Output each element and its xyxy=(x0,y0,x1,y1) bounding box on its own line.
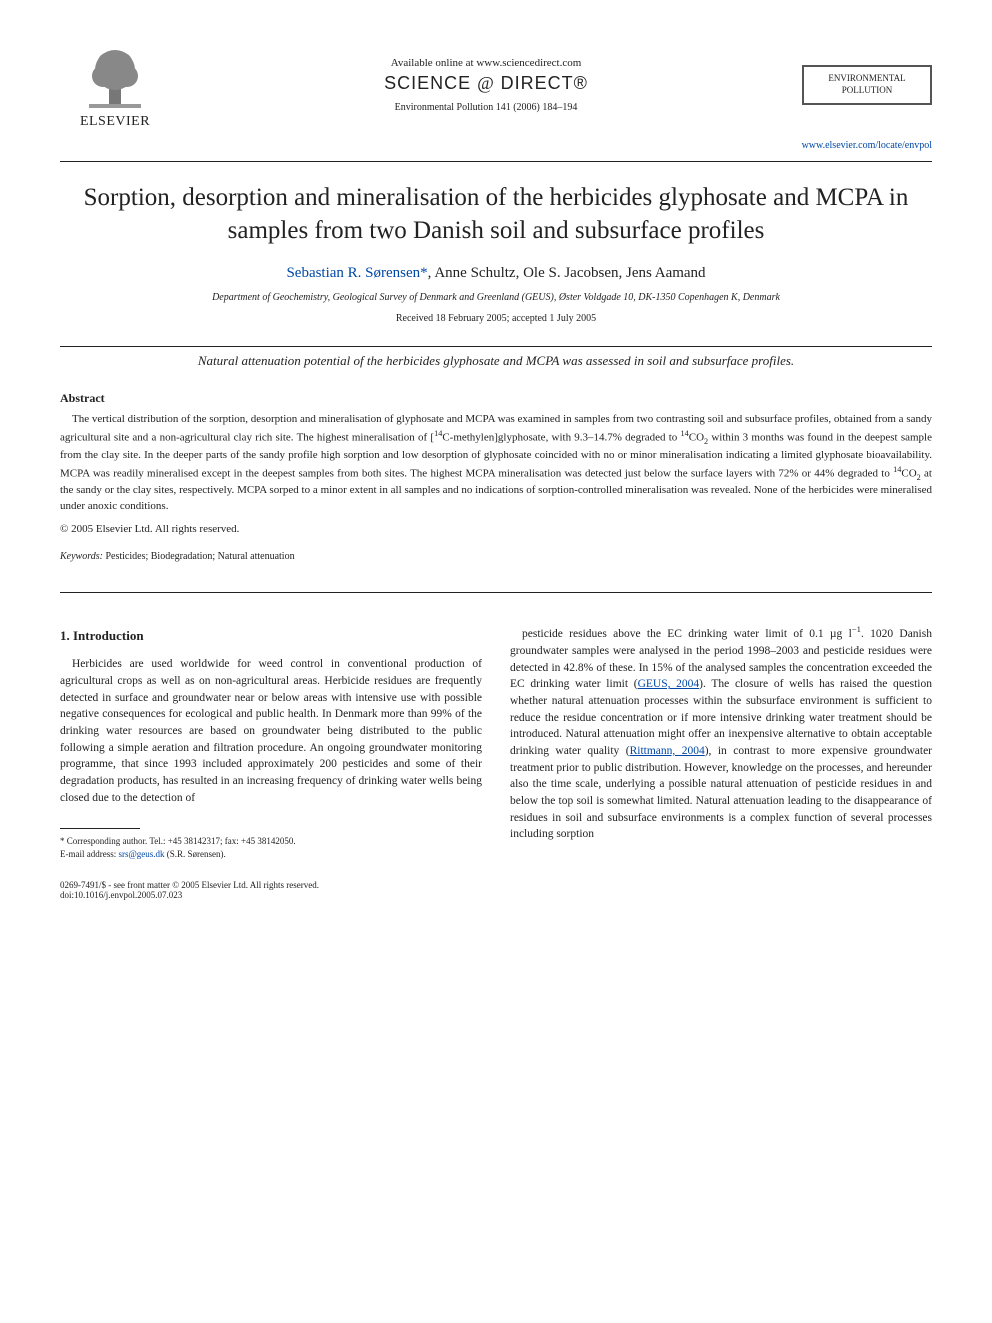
abstract-heading: Abstract xyxy=(60,391,932,406)
p2-sup: −1 xyxy=(852,624,861,634)
elsevier-tree-icon xyxy=(85,40,145,110)
rule-top xyxy=(60,161,932,162)
journal-logo-line1: ENVIRONMENTAL xyxy=(808,73,926,85)
citation-rittmann-2004[interactable]: Rittmann, 2004 xyxy=(630,745,705,757)
footer-copyright: 0269-7491/$ - see front matter © 2005 El… xyxy=(60,880,319,890)
rule-under-keywords xyxy=(60,592,932,593)
keywords-text: Pesticides; Biodegradation; Natural atte… xyxy=(105,551,294,562)
sd-right: DIRECT® xyxy=(501,73,588,93)
short-summary: Natural attenuation potential of the her… xyxy=(60,353,932,369)
two-column-body: 1. Introduction Herbicides are used worl… xyxy=(60,623,932,860)
corresponding-footnote: * Corresponding author. Tel.: +45 381423… xyxy=(60,835,482,860)
abstract-body: The vertical distribution of the sorptio… xyxy=(60,412,932,515)
author-corresponding-link[interactable]: Sebastian R. Sørensen* xyxy=(286,265,427,281)
center-header: Available online at www.sciencedirect.co… xyxy=(170,57,802,113)
intro-paragraph-1: Herbicides are used worldwide for weed c… xyxy=(60,656,482,806)
p2-end: ), in contrast to more expensive groundw… xyxy=(510,745,932,840)
journal-logo-line2: POLLUTION xyxy=(808,85,926,97)
header-row: ELSEVIER Available online at www.science… xyxy=(60,40,932,130)
copyright-line: © 2005 Elsevier Ltd. All rights reserved… xyxy=(60,523,932,535)
intro-paragraph-2: pesticide residues above the EC drinking… xyxy=(510,623,932,843)
star-icon: * xyxy=(420,265,428,281)
citation-geus-2004[interactable]: GEUS, 2004 xyxy=(638,678,700,690)
sd-left: SCIENCE xyxy=(384,73,471,93)
affiliation: Department of Geochemistry, Geological S… xyxy=(60,292,932,303)
footer-doi: doi:10.1016/j.envpol.2005.07.023 xyxy=(60,890,319,900)
journal-homepage-link[interactable]: www.elsevier.com/locate/envpol xyxy=(802,140,932,151)
rule-under-dates xyxy=(60,346,932,347)
article-dates: Received 18 February 2005; accepted 1 Ju… xyxy=(60,313,932,324)
corresponding-email-link[interactable]: srs@geus.dk xyxy=(118,849,164,859)
journal-citation: Environmental Pollution 141 (2006) 184–1… xyxy=(170,102,802,113)
publisher-name: ELSEVIER xyxy=(80,114,150,130)
journal-logo-box: ENVIRONMENTAL POLLUTION xyxy=(802,65,932,104)
p2-pre: pesticide residues above the EC drinking… xyxy=(522,628,852,640)
email-line: E-mail address: srs@geus.dk (S.R. Sørens… xyxy=(60,848,482,861)
keywords-line: Keywords: Pesticides; Biodegradation; Na… xyxy=(60,551,932,562)
page-footer: 0269-7491/$ - see front matter © 2005 El… xyxy=(60,880,932,900)
corresponding-line: * Corresponding author. Tel.: +45 381423… xyxy=(60,835,482,848)
email-author-name: (S.R. Sørensen). xyxy=(167,849,226,859)
footer-left: 0269-7491/$ - see front matter © 2005 El… xyxy=(60,880,319,900)
sd-at-icon: @ xyxy=(477,73,495,94)
author-list: Sebastian R. Sørensen*, Anne Schultz, Ol… xyxy=(60,265,932,282)
email-label: E-mail address: xyxy=(60,849,116,859)
sciencedirect-logo: SCIENCE @ DIRECT® xyxy=(170,73,802,94)
publisher-logo: ELSEVIER xyxy=(60,40,170,130)
keywords-label: Keywords: xyxy=(60,551,103,562)
footnote-rule xyxy=(60,828,140,829)
introduction-heading: 1. Introduction xyxy=(60,627,482,646)
article-title: Sorption, desorption and mineralisation … xyxy=(60,182,932,247)
journal-homepage-link-row: www.elsevier.com/locate/envpol xyxy=(60,140,932,151)
available-online-text: Available online at www.sciencedirect.co… xyxy=(170,57,802,69)
